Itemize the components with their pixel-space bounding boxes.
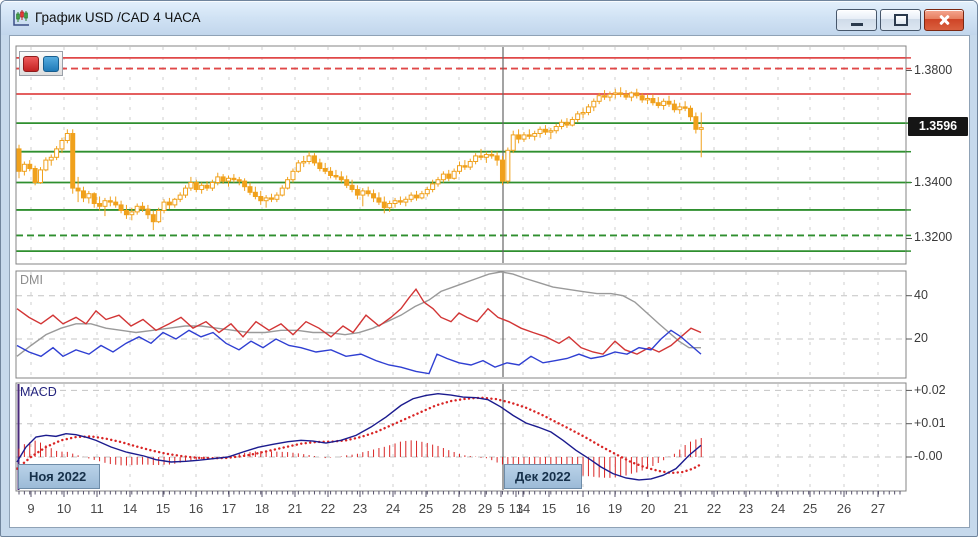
- maximize-icon: [893, 14, 908, 26]
- chart-background: [9, 35, 970, 528]
- window-titlebar[interactable]: График USD /CAD 4 ЧАСА: [1, 1, 977, 35]
- maximize-button[interactable]: [880, 9, 921, 31]
- minimize-icon: [850, 22, 863, 26]
- window-title: График USD /CAD 4 ЧАСА: [35, 10, 201, 25]
- close-icon: [937, 13, 951, 27]
- window-controls: [836, 9, 964, 31]
- red-series-button[interactable]: [23, 55, 39, 72]
- minimize-button[interactable]: [836, 9, 877, 31]
- blue-series-button[interactable]: [43, 55, 59, 72]
- close-button[interactable]: [924, 9, 964, 31]
- series-toolbar: [19, 51, 63, 76]
- candlestick-chart-icon: [11, 8, 31, 28]
